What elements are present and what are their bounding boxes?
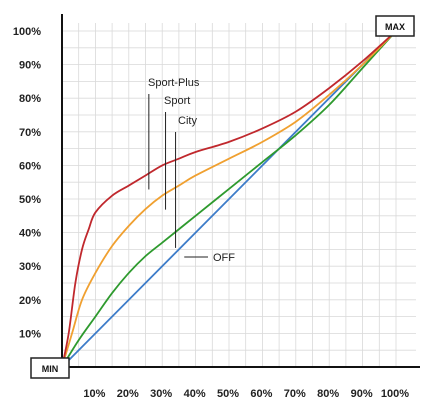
x-tick-label: 40% xyxy=(184,388,206,400)
x-tick-label: 30% xyxy=(150,388,172,400)
series-line-sport xyxy=(61,30,397,368)
chart-series-group xyxy=(61,30,397,368)
x-tick-label: 70% xyxy=(284,388,306,400)
annotation-labels: Sport-Plus Sport City OFF xyxy=(148,77,235,264)
y-tick-label: 80% xyxy=(19,93,41,105)
x-tick-label: 10% xyxy=(83,388,105,400)
annotation-leaders xyxy=(148,94,208,258)
annotation-sport: Sport xyxy=(164,95,190,107)
x-tick-label: 60% xyxy=(250,388,272,400)
chart-grid xyxy=(62,23,416,367)
chart-axes xyxy=(58,14,420,377)
min-box: MIN xyxy=(30,357,70,379)
x-tick-label: 20% xyxy=(117,388,139,400)
y-tick-label: 70% xyxy=(19,127,41,139)
y-tick-label: 40% xyxy=(19,228,41,240)
x-tick-label: 80% xyxy=(317,388,339,400)
y-tick-label: 10% xyxy=(19,328,41,340)
max-label: MAX xyxy=(385,22,405,32)
y-tick-label: 60% xyxy=(19,160,41,172)
y-tick-label: 30% xyxy=(19,261,41,273)
max-box: MAX xyxy=(375,15,415,37)
min-label: MIN xyxy=(42,364,59,374)
tick-labels: 10% 20% 30% 40% 50% 60% 70% 80% 90% 100% 10% 20% 30%… xyxy=(13,26,409,400)
annotation-off: OFF xyxy=(213,252,235,264)
series-line-off xyxy=(61,30,397,368)
series-line-sport-plus xyxy=(61,30,397,368)
y-tick-label: 90% xyxy=(19,60,41,72)
y-tick-label: 20% xyxy=(19,295,41,307)
series-line-city xyxy=(61,30,397,368)
x-tick-label: 50% xyxy=(217,388,239,400)
x-tick-label: 100% xyxy=(381,388,409,400)
x-tick-label: 90% xyxy=(351,388,373,400)
annotation-sport-plus: Sport-Plus xyxy=(148,77,200,89)
y-tick-label: 100% xyxy=(13,26,41,38)
annotation-city: City xyxy=(178,115,197,127)
y-tick-label: 50% xyxy=(19,194,41,206)
